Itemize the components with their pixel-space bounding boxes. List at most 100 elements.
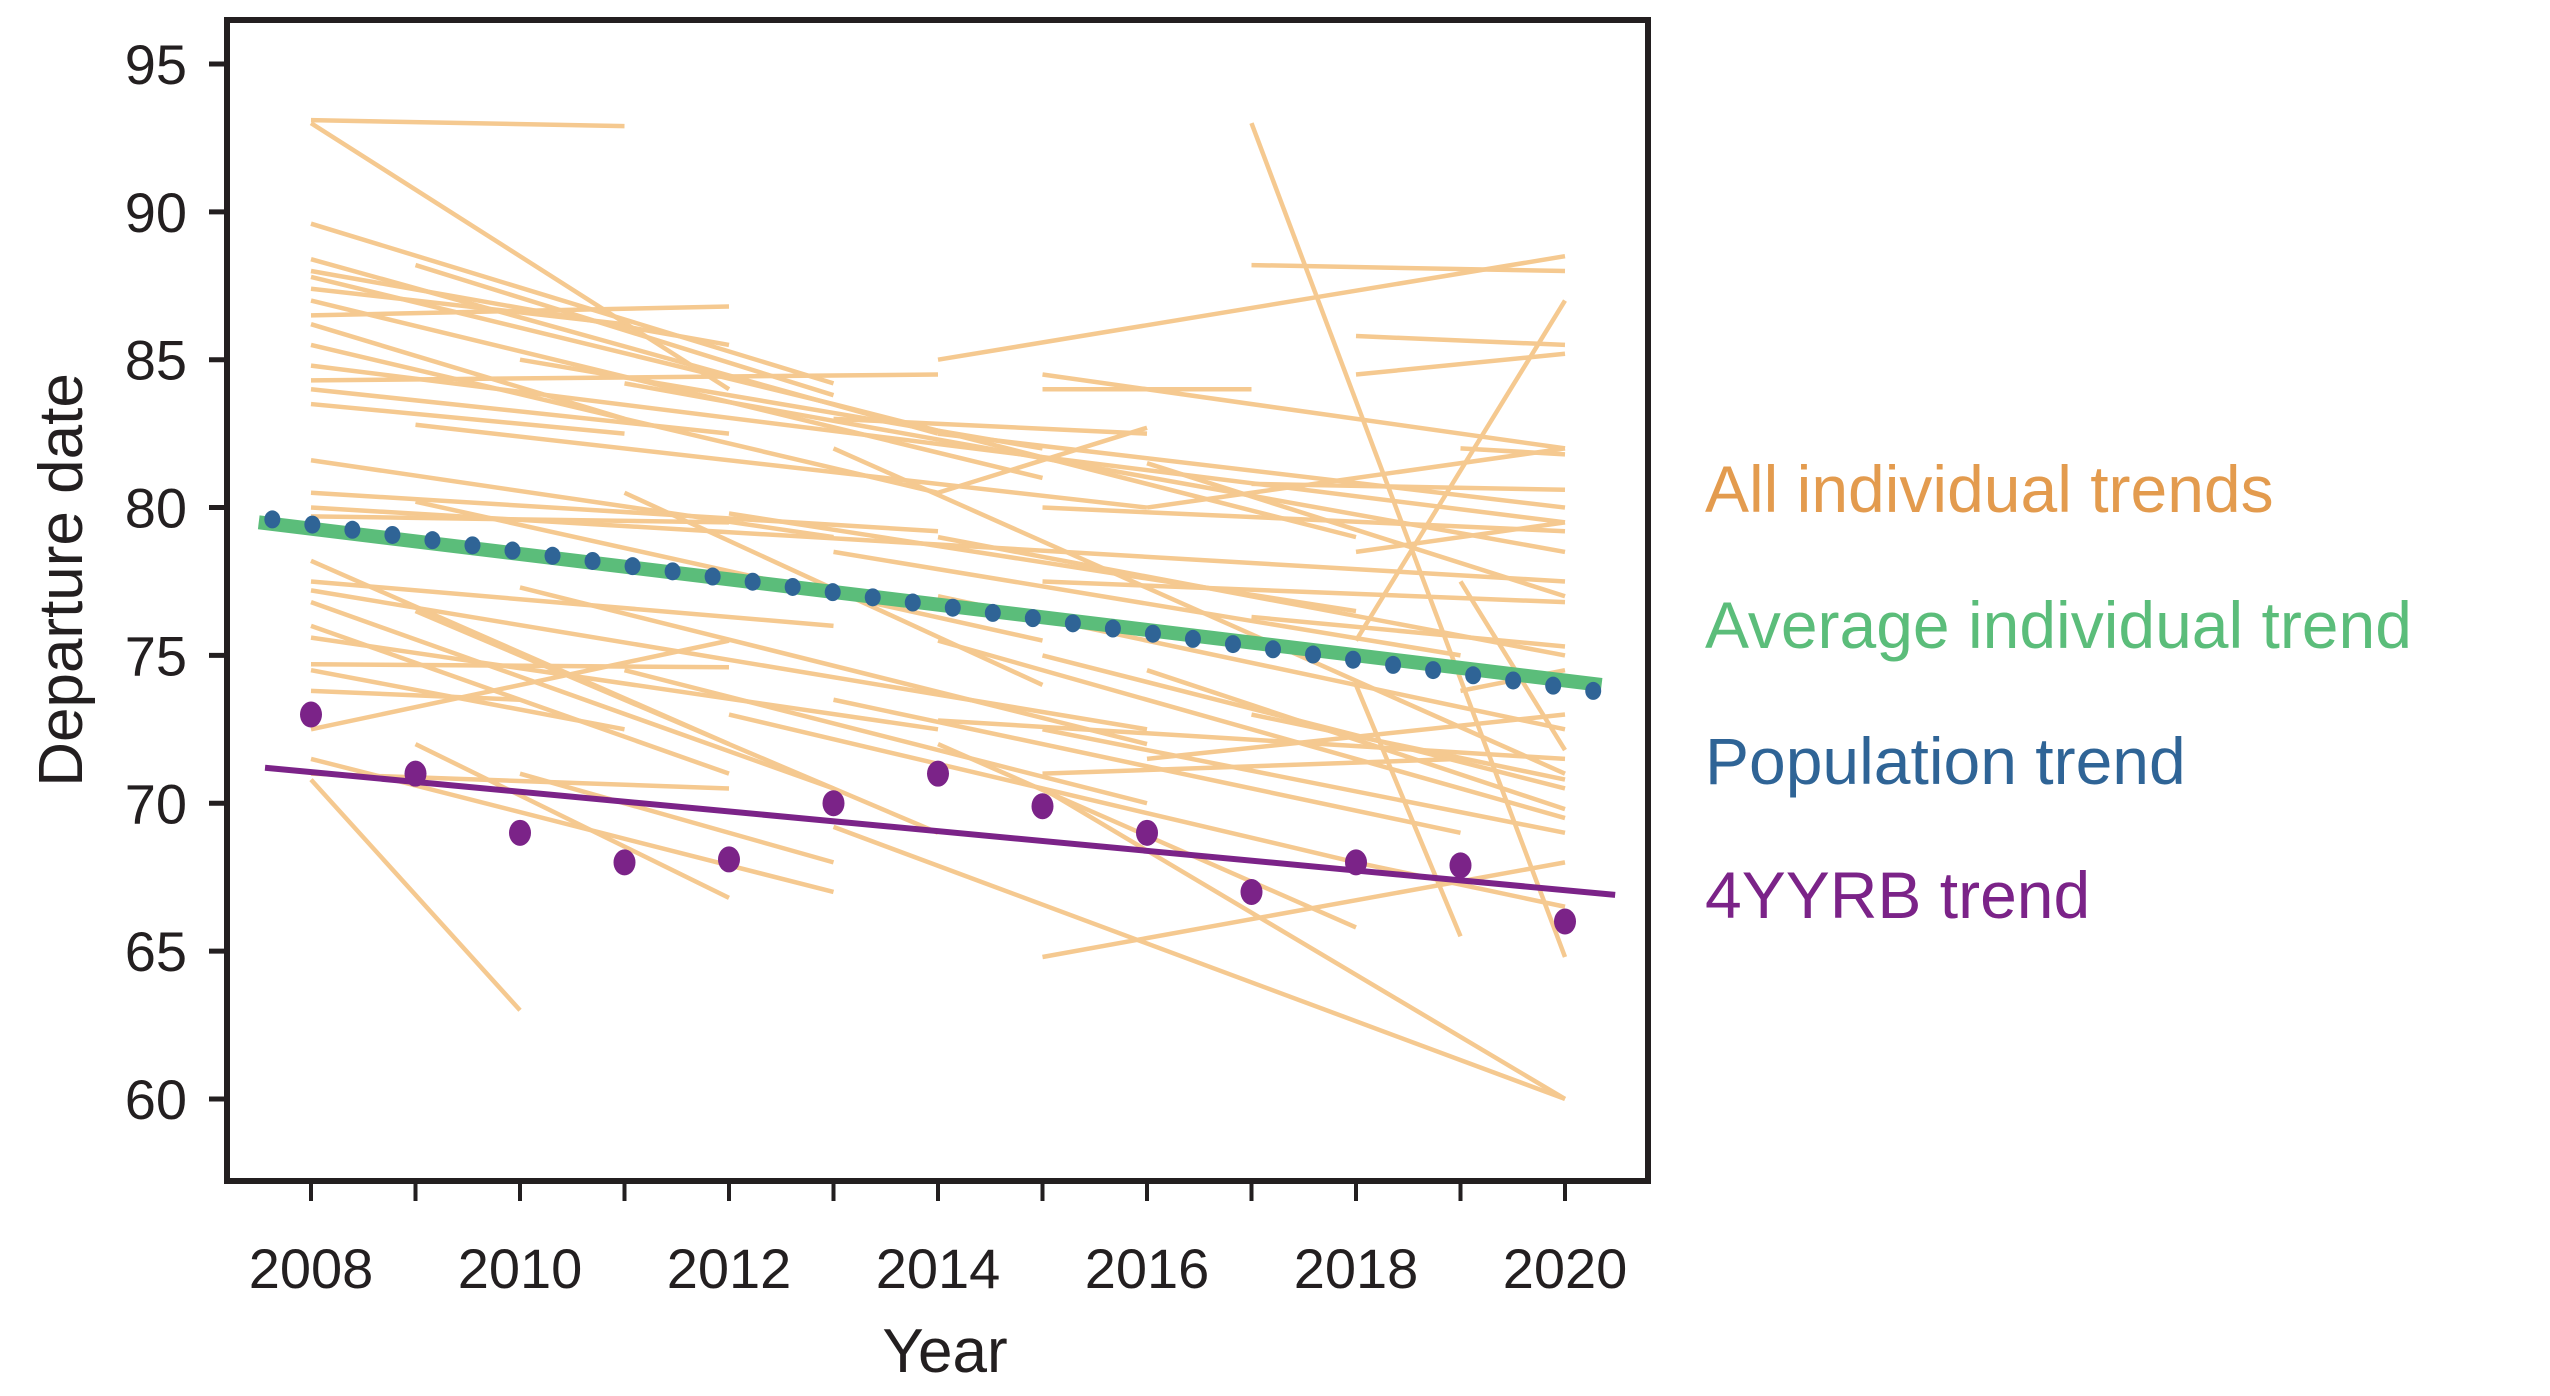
individual-trend-line	[310, 638, 730, 732]
individual-trend-line	[1458, 580, 1567, 752]
individual-trend-line	[623, 668, 1148, 806]
x-tick-label: 2008	[249, 1237, 374, 1300]
individual-trend-line	[1042, 579, 1566, 605]
individual-trend-line	[1249, 122, 1568, 958]
y-tick-label: 90	[125, 181, 187, 244]
individual-trend-line	[310, 662, 730, 670]
individual-trend-line	[414, 742, 730, 900]
yrb-data-point	[404, 760, 427, 787]
legend-item: 4YYRB trend	[1705, 858, 2090, 932]
individual-trend-line	[937, 431, 1566, 510]
population-trend-dot	[424, 531, 441, 550]
individual-trend-line	[1355, 860, 1566, 909]
population-trend-dot	[664, 562, 681, 581]
individual-trend-line	[833, 416, 1148, 436]
individual-trend-line	[832, 824, 1566, 1102]
individual-trend-line	[1460, 446, 1566, 457]
individual-trend-line	[1251, 481, 1566, 493]
y-tick-label: 85	[125, 329, 187, 392]
yrb-data-point	[822, 790, 845, 817]
y-tick-label: 60	[125, 1068, 187, 1131]
individual-trend-line	[937, 718, 1566, 762]
x-tick-label: 2012	[667, 1237, 792, 1300]
individual-trend-line	[1042, 372, 1566, 451]
yrb-data-point	[1554, 908, 1576, 935]
individual-trend-line	[414, 262, 835, 398]
population-trend-dot	[1345, 650, 1362, 669]
individual-trend-line	[1251, 712, 1566, 782]
individual-trend-line	[937, 425, 1148, 495]
individual-trend-line	[415, 499, 1043, 643]
individual-trend-line	[310, 579, 834, 629]
yrb-data-point	[927, 760, 949, 787]
individual-trend-line	[310, 490, 939, 534]
population-trend-dot	[1385, 655, 1402, 674]
individual-trend-line	[1354, 299, 1567, 642]
legend-item: All individual trends	[1705, 452, 2274, 526]
individual-trend-line	[310, 322, 626, 421]
individual-trend-line	[310, 298, 1044, 481]
individual-trend-line	[310, 688, 521, 703]
population-trend-dot	[704, 567, 721, 586]
individual-trends-layer	[309, 117, 1568, 1102]
yrb-data-point	[718, 846, 740, 873]
y-tick-label: 70	[125, 772, 187, 835]
individual-trend-line	[310, 588, 1148, 732]
yrb-data-point	[1136, 819, 1158, 846]
individual-trend-line	[310, 514, 730, 525]
population-trend-dot	[904, 593, 921, 612]
yrb-data-point	[1031, 793, 1054, 820]
individual-trend-line	[310, 117, 625, 129]
legend-item: Population trend	[1705, 724, 2186, 798]
individual-trend-line	[310, 286, 625, 327]
individual-trend-line	[519, 585, 1148, 747]
individual-trend-line	[832, 401, 1357, 540]
population-trend-dot	[384, 525, 401, 544]
individual-trend-line	[310, 401, 625, 436]
yrb-trend-line	[264, 764, 1616, 898]
yrb-data-point	[300, 701, 322, 728]
individual-trend-line	[310, 221, 835, 386]
individual-trend-line	[1146, 668, 1566, 812]
population-trend-dot	[464, 536, 481, 555]
individual-trend-line	[1353, 684, 1463, 938]
individual-trend-line	[1042, 756, 1461, 776]
population-trend-dot	[304, 515, 321, 534]
y-axis-ticks: 60 65 70 75 80 85 90 95	[125, 33, 227, 1131]
individual-trend-line	[937, 638, 1566, 821]
population-trend-dot	[784, 577, 801, 596]
population-trend-dot	[1024, 609, 1041, 628]
population-trend-dot	[624, 557, 641, 576]
individual-trend-line	[414, 608, 939, 835]
individual-trend-line	[1042, 860, 1566, 960]
population-trend-dot	[1305, 645, 1322, 664]
x-tick-label: 2010	[458, 1237, 583, 1300]
population-trend-dot	[864, 588, 881, 607]
individual-trend-line	[310, 304, 730, 318]
yrb-data-point	[613, 849, 636, 876]
individual-trend-line	[1146, 446, 1566, 510]
yrb-data-point	[1345, 849, 1367, 876]
individual-trend-line	[1251, 614, 1566, 649]
individual-trend-line	[937, 253, 1566, 362]
individual-trend-line	[310, 268, 730, 348]
individual-trend-line	[1146, 461, 1566, 599]
individual-trend-line	[310, 458, 834, 540]
y-tick-label: 95	[125, 33, 187, 96]
individual-trend-line	[1042, 727, 1566, 836]
population-trend-dot	[344, 520, 361, 539]
y-tick-label: 80	[125, 477, 187, 540]
population-trend-dot	[1425, 661, 1442, 680]
average-individual-trend-line	[257, 515, 1603, 692]
individual-trend-line	[1042, 505, 1566, 534]
individual-trend-line	[309, 778, 522, 1012]
individual-trend-line	[310, 363, 1566, 525]
yrb-data-point	[1240, 878, 1263, 905]
individual-trend-line	[1355, 351, 1566, 377]
legend: All individual trends Average individual …	[1705, 452, 2412, 932]
x-axis-ticks: 2008 2010 2012 2014 2016 2018 2020	[249, 1181, 1627, 1300]
individual-trend-line	[309, 121, 731, 392]
population-trend-dot	[944, 598, 961, 617]
legend-item: Average individual trend	[1705, 588, 2412, 662]
